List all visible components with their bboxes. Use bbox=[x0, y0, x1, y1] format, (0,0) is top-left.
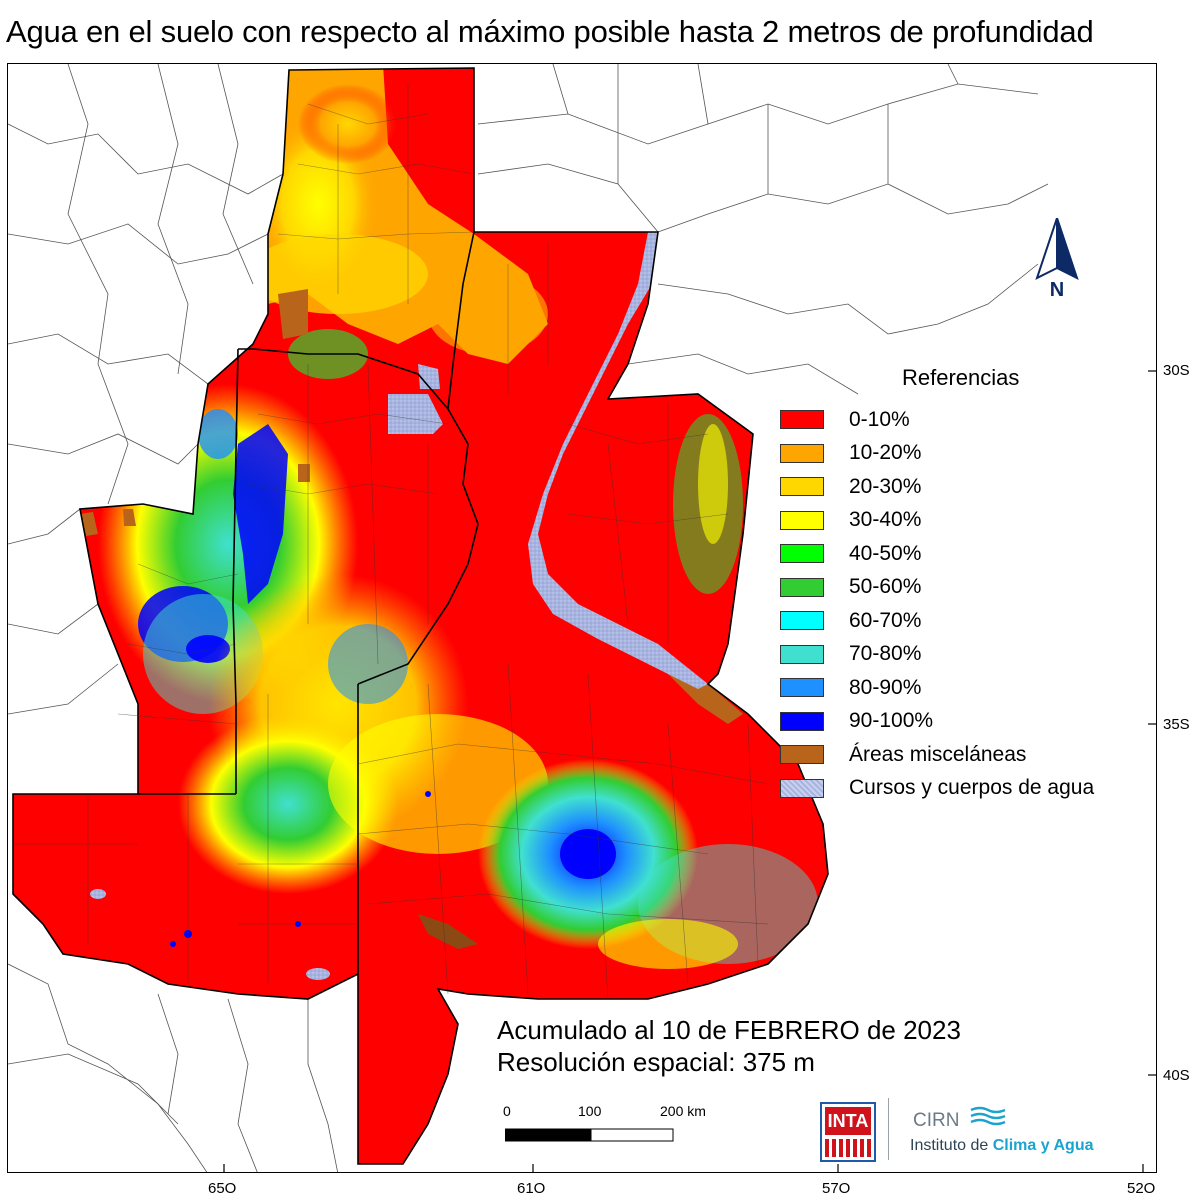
legend-swatch bbox=[780, 678, 824, 698]
legend-item: 0-10% bbox=[780, 403, 1150, 437]
legend-item: 30-40% bbox=[780, 504, 1150, 538]
map-title: Agua en el suelo con respecto al máximo … bbox=[6, 14, 1094, 49]
legend-item: 40-50% bbox=[780, 537, 1150, 571]
admin-boundaries-outside bbox=[8, 64, 1049, 1172]
legend-swatch bbox=[780, 577, 824, 597]
scale-label-200: 200 km bbox=[660, 1103, 706, 1119]
accumulated-date: Acumulado al 10 de FEBRERO de 2023 bbox=[497, 1015, 961, 1045]
instituto-highlight: Clima y Agua bbox=[992, 1137, 1094, 1154]
lon-label-57o: 57O bbox=[822, 1180, 851, 1197]
map-info: Acumulado al 10 de FEBRERO de 2023 Resol… bbox=[497, 1014, 961, 1078]
legend-label: 40-50% bbox=[849, 541, 922, 565]
lat-label-30s: 30S bbox=[1163, 362, 1190, 379]
instituto-label: Instituto de Clima y Agua bbox=[910, 1137, 1093, 1155]
scale-label-0: 0 bbox=[503, 1103, 511, 1119]
legend-label: 30-40% bbox=[849, 508, 922, 532]
legend-swatch bbox=[780, 477, 824, 497]
legend-swatch bbox=[780, 778, 824, 798]
inta-logo-text: INTA bbox=[825, 1107, 871, 1135]
legend-swatch bbox=[780, 510, 824, 530]
legend-label: 20-30% bbox=[849, 474, 922, 498]
legend-swatch bbox=[780, 711, 824, 731]
legend-label: 0-10% bbox=[849, 407, 910, 431]
legend-swatch bbox=[780, 544, 824, 564]
legend-title: Referencias bbox=[902, 365, 1020, 390]
legend-label: 70-80% bbox=[849, 642, 922, 666]
legend-swatch bbox=[780, 443, 824, 463]
legend-item: 60-70% bbox=[780, 604, 1150, 638]
legend-item: Áreas misceláneas bbox=[780, 738, 1150, 772]
graticule-ticks bbox=[223, 370, 1156, 1172]
lat-label-40s: 40S bbox=[1163, 1067, 1190, 1084]
north-label: N bbox=[1050, 279, 1064, 298]
legend-item: 80-90% bbox=[780, 671, 1150, 705]
legend-label: 10-20% bbox=[849, 441, 922, 465]
legend-item: 20-30% bbox=[780, 470, 1150, 504]
logo-divider bbox=[888, 1098, 889, 1160]
map-canvas bbox=[8, 64, 1156, 1172]
department-lines bbox=[13, 84, 769, 1000]
legend-swatch bbox=[780, 644, 824, 664]
north-arrow-icon: N bbox=[1035, 218, 1079, 298]
province-boundaries bbox=[12, 67, 829, 1165]
cirn-label: CIRN bbox=[913, 1110, 960, 1131]
legend-label: Áreas misceláneas bbox=[849, 742, 1027, 766]
legend-item: 90-100% bbox=[780, 705, 1150, 739]
legend-item: 10-20% bbox=[780, 437, 1150, 471]
legend-swatch bbox=[780, 745, 824, 765]
legend: Referencias 0-10% 10-20% 20-30% 30-40% 4… bbox=[780, 365, 1150, 805]
scale-bar-graphic bbox=[505, 1128, 674, 1142]
lat-label-35s: 35S bbox=[1163, 716, 1190, 733]
legend-label: 80-90% bbox=[849, 675, 922, 699]
legend-item: Cursos y cuerpos de agua bbox=[780, 772, 1150, 806]
legend-label: Cursos y cuerpos de agua bbox=[849, 776, 1095, 800]
legend-label: 90-100% bbox=[849, 709, 934, 733]
legend-label: 60-70% bbox=[849, 608, 922, 632]
legend-label: 50-60% bbox=[849, 575, 922, 599]
map-frame bbox=[7, 63, 1157, 1173]
lon-label-65o: 65O bbox=[208, 1180, 237, 1197]
lon-label-52o: 52O bbox=[1127, 1180, 1156, 1197]
inta-logo: INTA bbox=[820, 1102, 876, 1162]
waves-icon bbox=[970, 1106, 1006, 1126]
legend-swatch bbox=[780, 611, 824, 631]
legend-swatch bbox=[780, 410, 824, 430]
legend-item: 70-80% bbox=[780, 638, 1150, 672]
scale-label-100: 100 bbox=[578, 1103, 602, 1119]
lon-label-61o: 61O bbox=[517, 1180, 546, 1197]
legend-item: 50-60% bbox=[780, 571, 1150, 605]
inta-logo-stripes bbox=[825, 1139, 871, 1157]
instituto-prefix: Instituto de bbox=[910, 1137, 993, 1154]
spatial-resolution: Resolución espacial: 375 m bbox=[497, 1047, 815, 1077]
